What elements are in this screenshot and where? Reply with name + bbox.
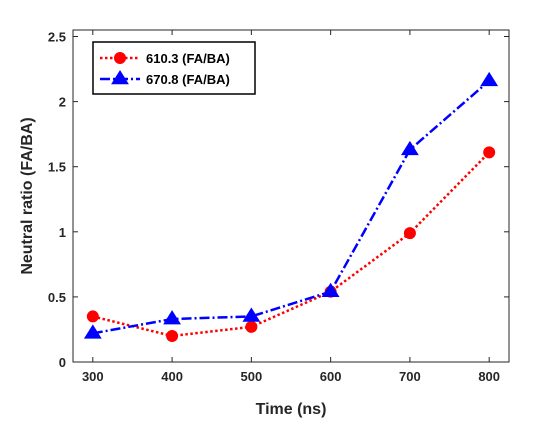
- x-axis-title: Time (ns): [256, 401, 327, 418]
- y-tick-label: 0.5: [48, 290, 66, 305]
- legend: 610.3 (FA/BA) 670.8 (FA/BA): [92, 41, 256, 95]
- series-1-point: [166, 329, 179, 342]
- legend-box: [92, 41, 256, 95]
- y-axis-title: Neutral ratio (FA/BA): [19, 117, 36, 274]
- x-tick-label: 800: [478, 369, 500, 384]
- y-tick-label: 2: [59, 95, 66, 110]
- y-tick-label: 0: [59, 355, 66, 370]
- series-2-point: [83, 324, 102, 339]
- x-tick-label: 500: [241, 369, 263, 384]
- series-1-point: [483, 146, 496, 159]
- legend-marker-2: [111, 70, 129, 85]
- x-tick-label: 300: [82, 369, 104, 384]
- legend-label-1: 610.3 (FA/BA): [146, 51, 230, 66]
- series-2-point: [242, 307, 261, 322]
- series-2-point: [401, 140, 419, 156]
- x-tick-label: 600: [320, 369, 342, 384]
- series-2-point: [321, 282, 340, 297]
- series-line-1: [92, 151, 491, 338]
- y-tick-label: 1: [59, 225, 66, 240]
- series-1-point: [403, 227, 416, 240]
- series-1-point: [245, 320, 258, 333]
- y-tick-label: 2.5: [48, 30, 66, 45]
- series-2-point: [163, 310, 181, 325]
- legend-label-2: 670.8 (FA/BA): [146, 72, 230, 87]
- x-tick-label: 400: [161, 369, 183, 384]
- series-line-2: [92, 79, 491, 335]
- y-tick-label: 1.5: [48, 160, 66, 175]
- series-1-point: [86, 310, 99, 323]
- x-tick-label: 700: [399, 369, 421, 384]
- series-2-point: [480, 71, 499, 87]
- legend-marker-1: [114, 52, 126, 64]
